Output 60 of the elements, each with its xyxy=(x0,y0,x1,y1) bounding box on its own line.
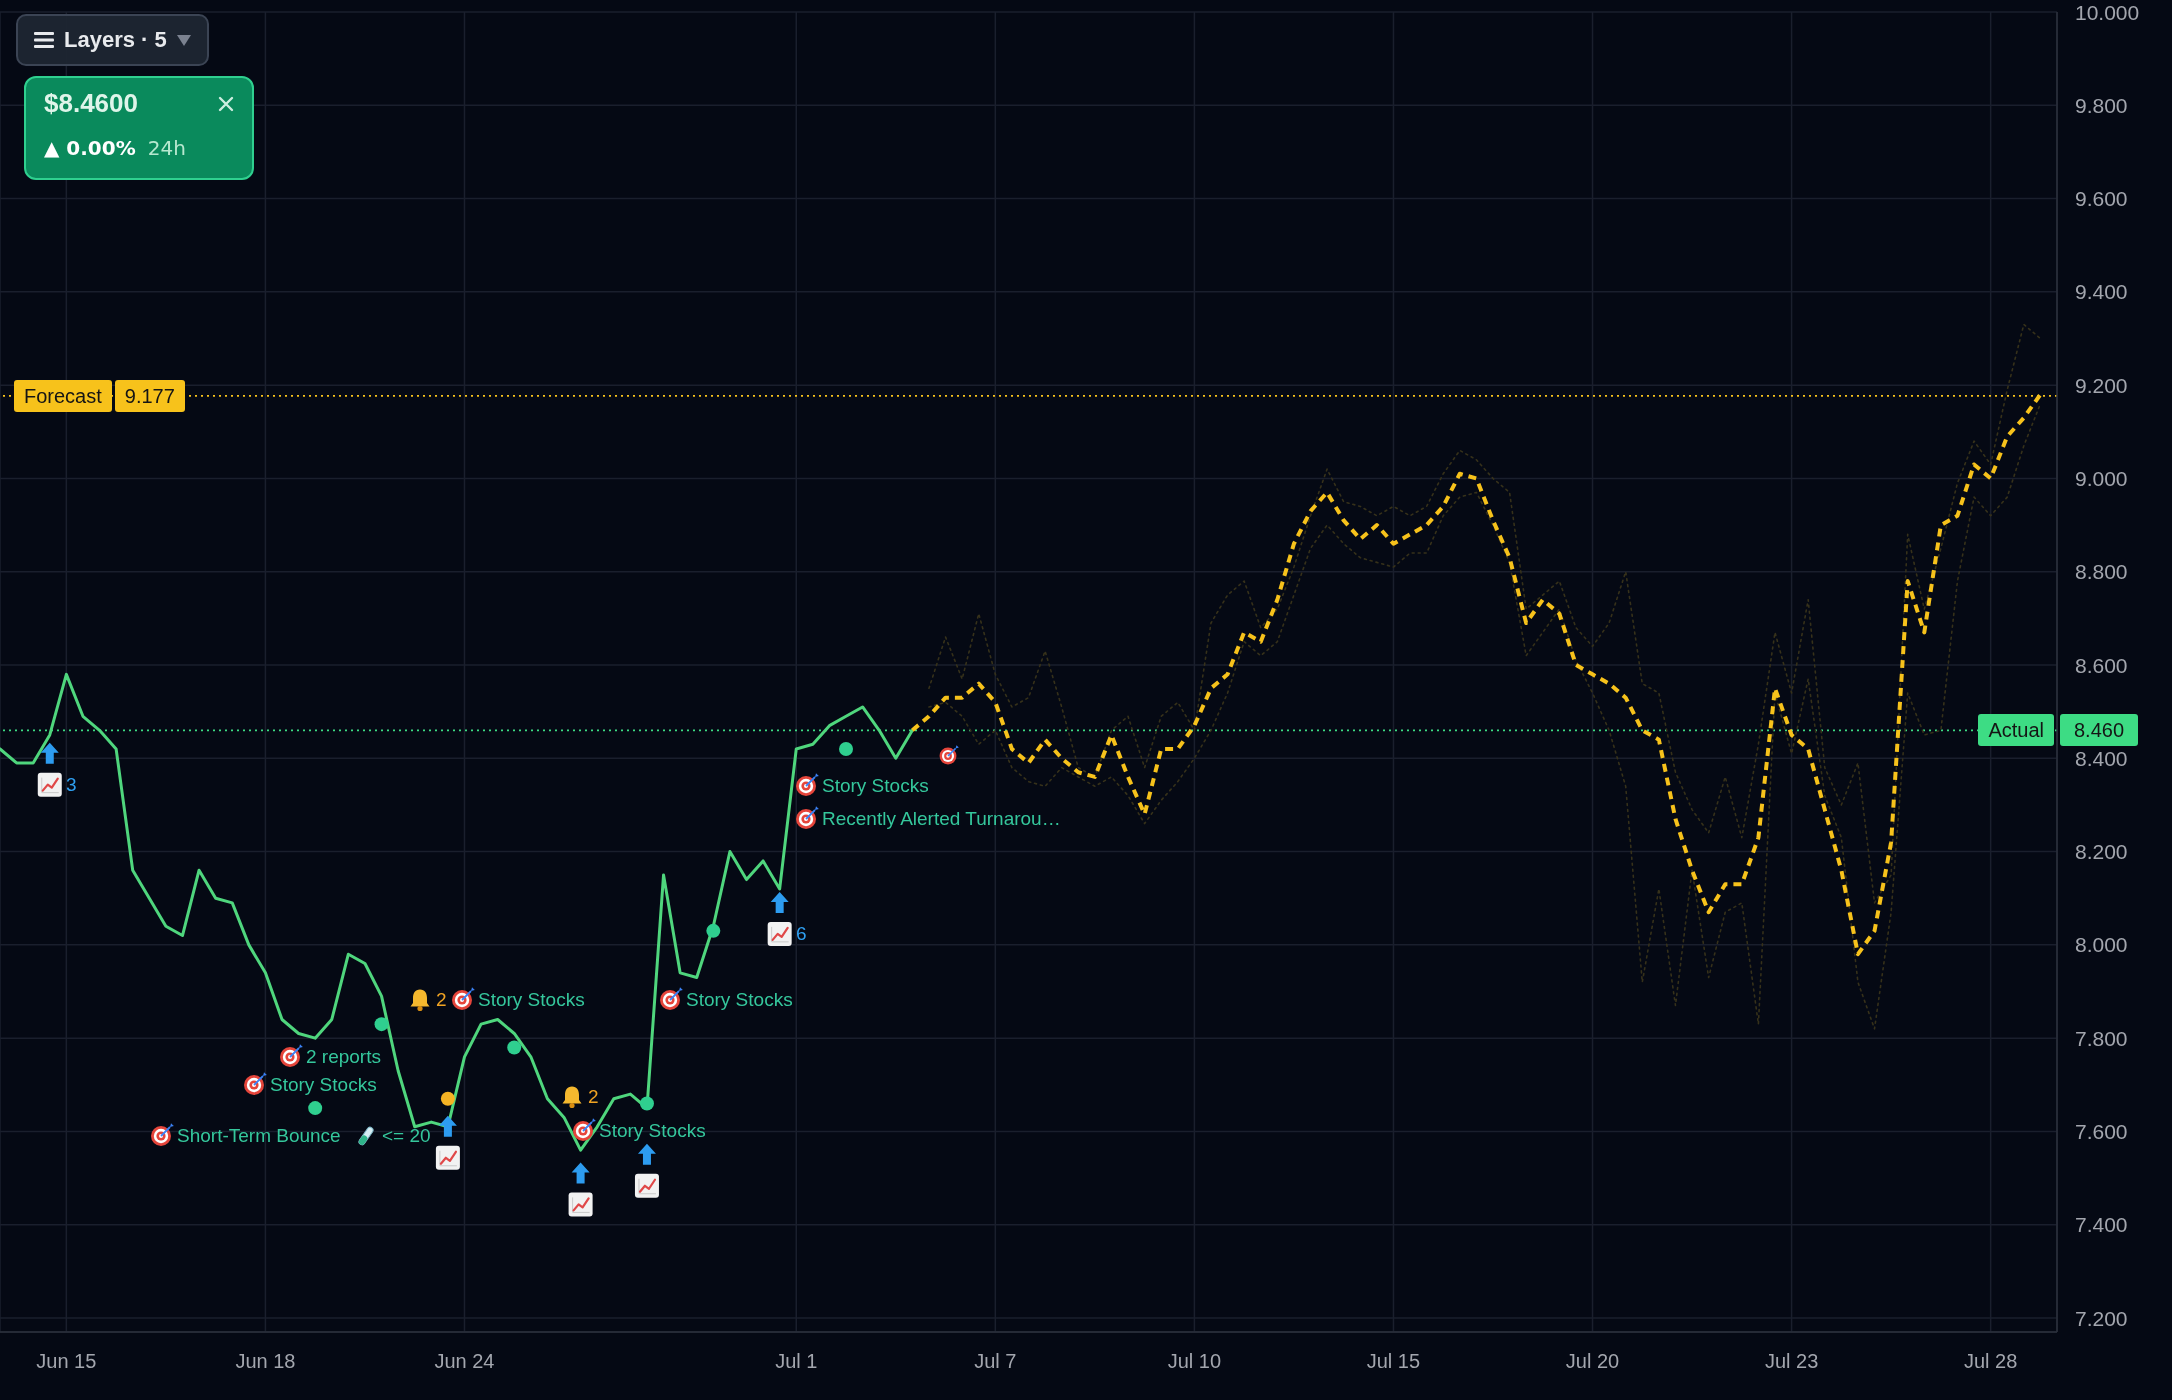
annotation: $8.4600 xyxy=(44,88,138,119)
annotation: 9.177 xyxy=(114,379,185,412)
y-tick-label: 9.800 xyxy=(2075,93,2128,117)
annotation: ▲ 0.00% xyxy=(44,136,136,160)
x-tick-label: Jul 10 xyxy=(1167,1350,1222,1372)
x-tick-label: Jul 20 xyxy=(1565,1350,1620,1372)
annotation: 2 xyxy=(588,1085,599,1109)
point xyxy=(438,1115,457,1137)
annotation: Story Stocks xyxy=(599,1119,706,1143)
point xyxy=(308,1101,323,1116)
annotation: Layers · 5 xyxy=(64,27,167,53)
price-card: $8.4600 ▲ 0.00% 24h xyxy=(24,76,254,180)
annotation: 2 reports xyxy=(306,1045,381,1069)
x-tick-label: Jul 1 xyxy=(775,1350,818,1372)
x-tick-label: Jul 23 xyxy=(1764,1350,1819,1372)
point xyxy=(507,1040,522,1055)
annotation: 24h xyxy=(147,136,186,160)
x-tick-label: Jun 15 xyxy=(36,1350,97,1372)
y-tick-label: 9.200 xyxy=(2075,373,2128,397)
annotation: <= 20 xyxy=(382,1124,431,1148)
annotation: Recently Alerted Turnarou… xyxy=(822,807,1061,831)
point xyxy=(770,891,789,913)
x-tick-label: Jun 18 xyxy=(235,1350,296,1372)
y-tick-label: 9.400 xyxy=(2075,280,2128,304)
y-tick-label: 7.200 xyxy=(2075,1306,2128,1330)
annotation: Story Stocks xyxy=(270,1073,377,1097)
ref-line-label: Forecast xyxy=(14,379,112,412)
point xyxy=(440,1091,455,1106)
point xyxy=(40,742,59,764)
point xyxy=(639,1096,654,1111)
y-tick-label: 8.600 xyxy=(2075,653,2128,677)
x-tick-label: Jun 24 xyxy=(434,1350,495,1372)
annotation: Story Stocks xyxy=(686,988,793,1012)
point xyxy=(571,1162,590,1184)
y-tick-label: 7.800 xyxy=(2075,1026,2128,1050)
annotation: Story Stocks xyxy=(822,774,929,798)
point xyxy=(706,923,721,938)
y-tick-label: 8.800 xyxy=(2075,560,2128,584)
annotation: 2 xyxy=(436,988,447,1012)
point xyxy=(839,741,854,756)
y-tick-label: 10.000 xyxy=(2075,0,2140,24)
dropdown-button: Layers · 5 xyxy=(16,14,209,66)
x-tick-label: Jul 15 xyxy=(1366,1350,1421,1372)
ref-line-label: Actual xyxy=(1978,714,2054,747)
y-tick-label: 9.600 xyxy=(2075,187,2128,211)
annotation: 3 xyxy=(66,773,77,797)
y-tick-label: 9.000 xyxy=(2075,466,2128,490)
y-tick-label: 8.000 xyxy=(2075,933,2128,957)
text: 8.460 xyxy=(2060,714,2138,747)
x-tick-label: Jul 7 xyxy=(974,1350,1017,1372)
annotation: Short-Term Bounce xyxy=(177,1124,341,1148)
y-tick-label: 7.400 xyxy=(2075,1213,2128,1237)
annotation: Story Stocks xyxy=(478,988,585,1012)
y-tick-label: 8.200 xyxy=(2075,840,2128,864)
y-tick-label: 8.400 xyxy=(2075,746,2128,770)
point xyxy=(374,1017,389,1032)
annotation: 6 xyxy=(796,922,807,946)
y-tick-label: 7.600 xyxy=(2075,1119,2128,1143)
point xyxy=(637,1143,656,1165)
x-tick-label: Jul 28 xyxy=(1963,1350,2018,1372)
